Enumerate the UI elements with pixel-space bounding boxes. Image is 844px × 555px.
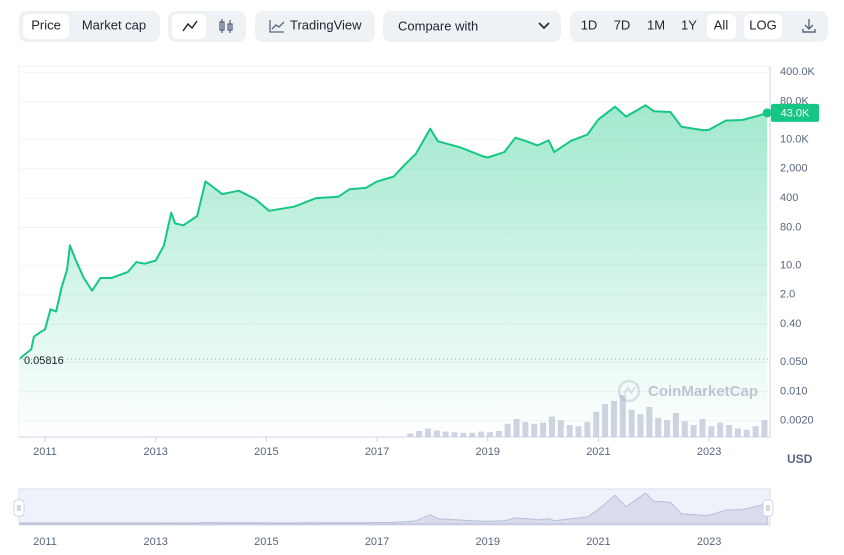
- y-tick-label: 80.0: [780, 221, 801, 233]
- tab-label[interactable]: Price: [31, 17, 61, 32]
- tv-icon: [269, 20, 284, 33]
- y-tick-label: 2,000: [780, 163, 808, 175]
- navigator-tick-label: 2011: [33, 536, 57, 548]
- tab-price[interactable]: [23, 14, 69, 39]
- tab-label[interactable]: Market cap: [82, 17, 146, 32]
- x-tick-label: 2013: [143, 446, 167, 458]
- y-tick-label: 0.40: [780, 318, 801, 330]
- handle-grip: [17, 505, 770, 511]
- range-button[interactable]: 1D: [581, 17, 598, 32]
- plot-area: [19, 71, 772, 438]
- tv-icon: [271, 21, 285, 30]
- range-button[interactable]: 7D: [614, 17, 631, 32]
- price-line: [19, 104, 768, 360]
- x-tick-label: 2011: [33, 446, 57, 458]
- navigator-handle[interactable]: [762, 499, 774, 517]
- candle-icon[interactable]: [219, 19, 233, 33]
- line-icon: [182, 20, 198, 32]
- y-tick-label: 10.0K: [780, 133, 809, 145]
- navigator-series: [19, 492, 768, 525]
- navigator-tick-label: 2015: [254, 536, 278, 548]
- range-button[interactable]: All: [714, 17, 729, 32]
- x-tick-label: 2015: [254, 446, 278, 458]
- y-tick-label: 400: [780, 192, 798, 204]
- compare-dropdown[interactable]: [383, 11, 561, 42]
- y-unit: USD: [787, 452, 813, 466]
- navigator-tick-label: 2013: [143, 536, 167, 548]
- range-group: [570, 11, 828, 42]
- tradingview-button[interactable]: [255, 11, 375, 42]
- current-price-label: 43.0K: [781, 108, 810, 120]
- y-tick-label: 400.0K: [780, 66, 816, 78]
- current-price-tag: [771, 103, 819, 122]
- navigator-handle[interactable]: [13, 499, 25, 517]
- chevron: [538, 22, 550, 30]
- navigator-tick-label: 2019: [476, 536, 500, 548]
- start-price-label: 0.05816: [24, 355, 64, 367]
- watermark-logo: [617, 379, 641, 403]
- y-tick-label: 10.0: [780, 259, 801, 271]
- navigator-tick-label: 2017: [365, 536, 389, 548]
- tradingview-label[interactable]: TradingView: [290, 17, 362, 32]
- price-area: [20, 105, 768, 438]
- line-style-button[interactable]: [172, 14, 206, 39]
- x-tick-label: 2019: [476, 446, 500, 458]
- log-button[interactable]: [744, 14, 782, 39]
- x-tick-label: 2021: [586, 446, 610, 458]
- y-tick-label: 0.0020: [780, 415, 814, 427]
- x-tick-label: 2017: [365, 446, 389, 458]
- navigator-tick-label: 2021: [586, 536, 610, 548]
- range-selected[interactable]: [707, 14, 736, 39]
- y-tick-label: 2.0: [780, 289, 795, 301]
- watermark: CoinMarketCap: [648, 383, 758, 400]
- y-tick-label: 0.010: [780, 385, 808, 397]
- navigator-tick-label: 2023: [697, 536, 721, 548]
- y-tick-label: 0.050: [780, 356, 808, 368]
- range-button[interactable]: 1M: [647, 17, 665, 32]
- range-button[interactable]: 1Y: [681, 17, 697, 32]
- compare-label[interactable]: Compare with: [398, 18, 478, 33]
- x-tick-label: 2023: [697, 446, 721, 458]
- download-icon[interactable]: [802, 19, 816, 33]
- navigator-area: [19, 492, 768, 525]
- log-label[interactable]: LOG: [749, 17, 776, 32]
- last-point: [762, 108, 772, 118]
